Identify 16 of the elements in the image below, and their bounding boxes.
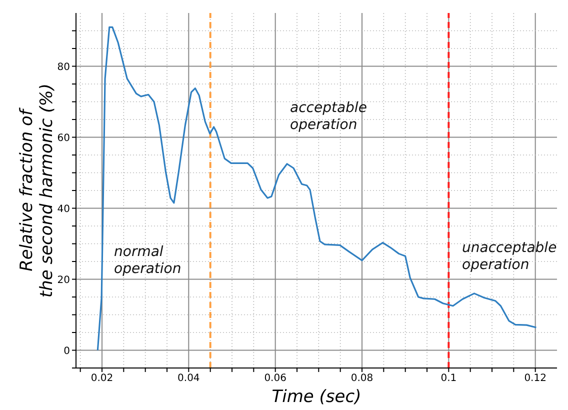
x-tick-label: 0.1 xyxy=(440,373,457,384)
y-tick-label: 60 xyxy=(57,132,70,144)
x-tick-label: 0.02 xyxy=(90,373,114,384)
annotation: acceptable operation xyxy=(290,100,367,134)
y-tick-label: 40 xyxy=(57,204,70,215)
y-tick-label: 0 xyxy=(64,346,70,357)
x-tick-label: 0.08 xyxy=(350,373,374,384)
x-axis-title: Time (sec) xyxy=(272,387,362,407)
annotation: normal operation xyxy=(114,244,182,278)
x-tick-label: 0.12 xyxy=(524,373,546,384)
y-tick-label: 20 xyxy=(57,274,70,286)
y-axis-title: Relative fraction of the second harmonic (%) xyxy=(17,83,57,298)
x-tick-label: 0.06 xyxy=(264,373,286,384)
annotation: unacceptable operation xyxy=(462,240,557,274)
x-tick-label: 0.04 xyxy=(178,373,200,384)
y-tick-label: 80 xyxy=(57,62,70,73)
